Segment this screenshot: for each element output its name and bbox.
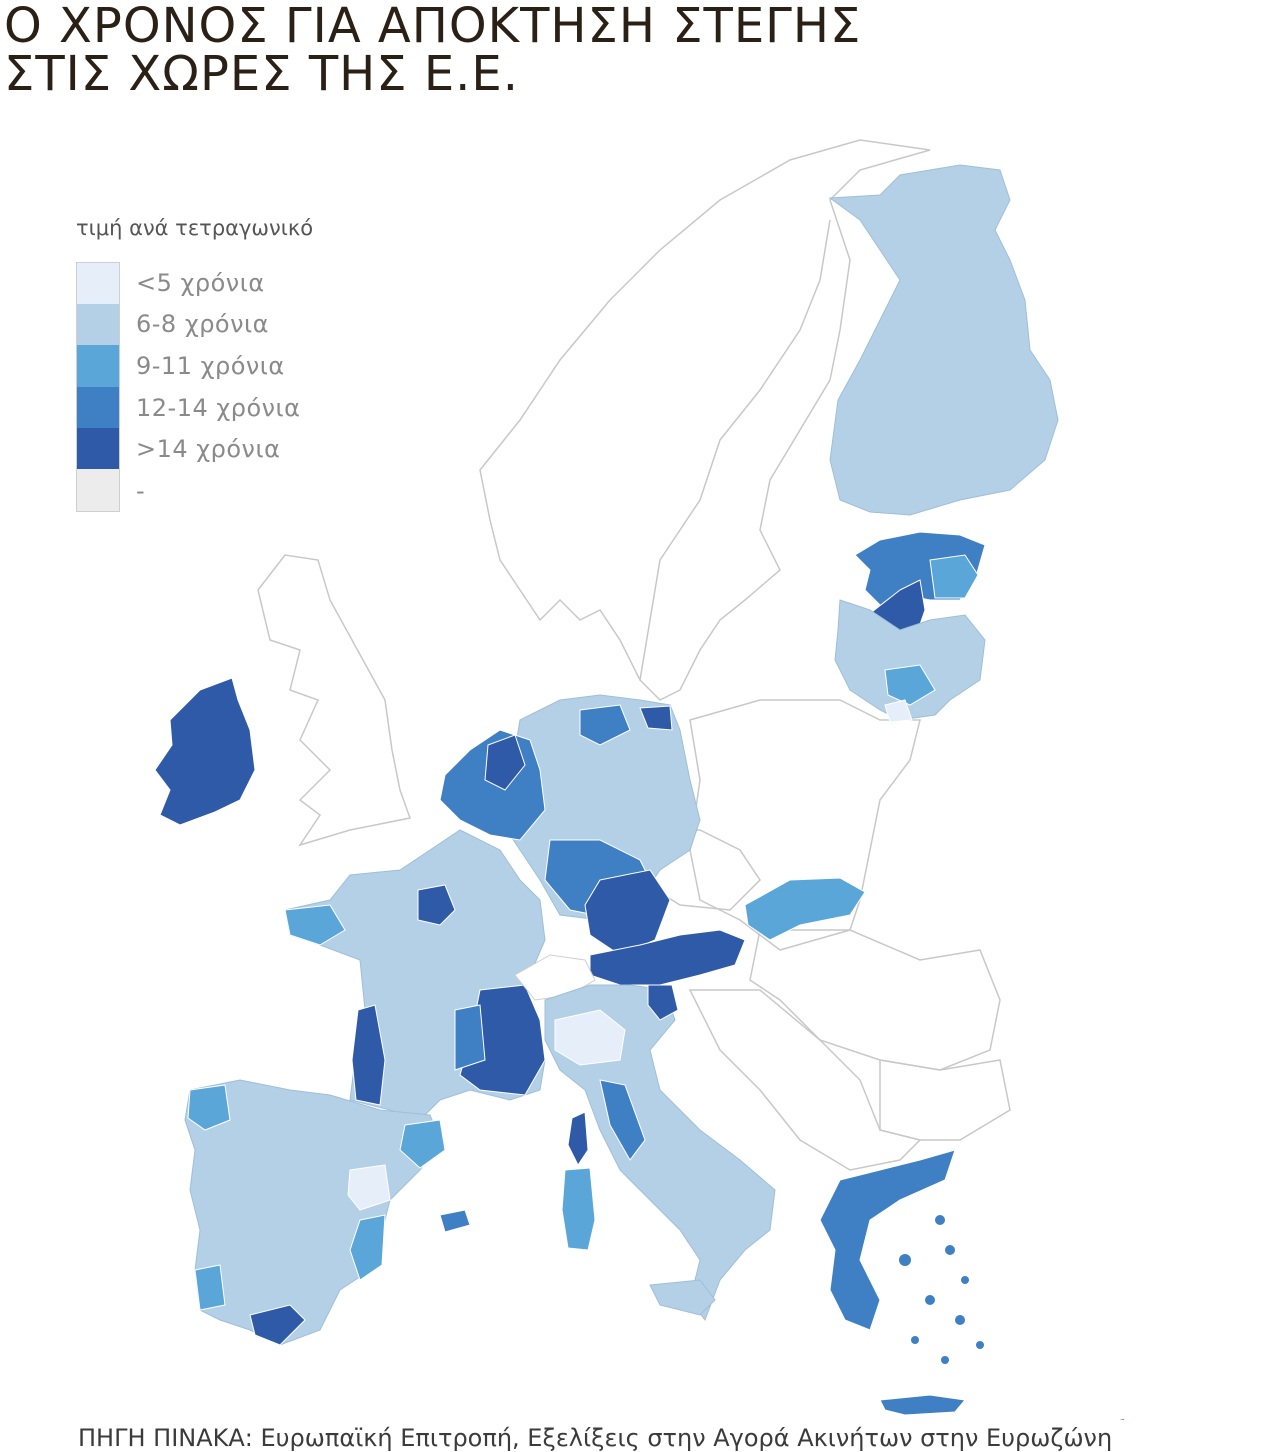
region-corsica bbox=[567, 1111, 589, 1166]
region-balearic bbox=[439, 1209, 471, 1233]
region-spain-northwest bbox=[187, 1084, 231, 1131]
greek-islands bbox=[899, 1215, 984, 1364]
region-italy-northeast bbox=[647, 984, 679, 1021]
region-spain-east-coast bbox=[349, 1214, 386, 1281]
legend-title: τιμή ανά τετραγωνικό bbox=[76, 216, 314, 240]
region-baltics-highlight bbox=[884, 664, 936, 706]
europe-map bbox=[154, 139, 1126, 1420]
region-baltics-south bbox=[834, 599, 986, 721]
region-sardinia bbox=[561, 1167, 596, 1251]
legend-swatch bbox=[76, 428, 120, 470]
region-andalusia-coast bbox=[249, 1304, 306, 1346]
page-title: Ο ΧΡΟΝΟΣ ΓΙΑ ΑΠΟΚΤΗΣΗ ΣΤΕΓΗΣ ΣΤΙΣ ΧΩΡΕΣ … bbox=[4, 2, 1204, 98]
region-iberia bbox=[184, 1079, 441, 1346]
source-note: ΠΗΓΗ ΠΙΝΑΚΑ: Ευρωπαϊκή Επιτροπή, Εξελίξε… bbox=[78, 1424, 1113, 1452]
region-catalonia bbox=[399, 1119, 446, 1169]
region-estonia-east bbox=[929, 554, 979, 599]
hungary-romania-outline bbox=[749, 929, 1001, 1071]
title-line-2: ΣΤΙΣ ΧΩΡΕΣ ΤΗΣ Ε.Ε. bbox=[4, 46, 519, 102]
legend-label: 6-8 χρόνια bbox=[136, 310, 269, 339]
legend-swatch bbox=[76, 261, 120, 305]
region-austria bbox=[589, 929, 746, 986]
map-legend: τιμή ανά τετραγωνικό <5 χρόνια 6-8 χρόνια… bbox=[76, 216, 376, 513]
legend-swatch bbox=[76, 469, 120, 513]
legend-items: <5 χρόνια 6-8 χρόνια 9-11 χρόνια 12-14 χρόν… bbox=[76, 261, 376, 513]
region-baltics-low bbox=[884, 699, 913, 723]
legend-swatch bbox=[76, 303, 120, 346]
region-greece bbox=[819, 1149, 956, 1331]
legend-swatch bbox=[76, 386, 120, 429]
region-italy-north-low bbox=[554, 1009, 626, 1066]
great-britain-outline bbox=[257, 554, 411, 847]
region-switzerland bbox=[514, 954, 596, 1001]
legend-label: <5 χρόνια bbox=[136, 268, 265, 297]
eastern-europe-outline bbox=[689, 699, 921, 951]
region-cyprus bbox=[1116, 1417, 1126, 1420]
region-italy-west-coast bbox=[599, 1079, 646, 1161]
legend-label: 9-11 χρόνια bbox=[136, 351, 285, 380]
legend-item: - bbox=[76, 469, 376, 513]
region-spain-low bbox=[347, 1164, 391, 1211]
legend-item: <5 χρόνια bbox=[76, 261, 376, 305]
region-sicily bbox=[649, 1279, 716, 1316]
legend-item: 12-14 χρόνια bbox=[76, 386, 376, 429]
region-crete bbox=[879, 1394, 966, 1416]
legend-item: 6-8 χρόνια bbox=[76, 303, 376, 346]
region-italy bbox=[544, 984, 776, 1322]
region-portugal-south bbox=[194, 1264, 226, 1311]
legend-item: >14 χρόνια bbox=[76, 428, 376, 470]
region-brittany bbox=[284, 904, 346, 946]
legend-label: >14 χρόνια bbox=[136, 435, 281, 464]
title-line-1: Ο ΧΡΟΝΟΣ ΓΙΑ ΑΠΟΚΤΗΣΗ ΣΤΕΓΗΣ bbox=[4, 0, 862, 54]
balkans-outline bbox=[688, 989, 922, 1171]
region-france-west-coast bbox=[351, 1004, 386, 1106]
legend-label: - bbox=[136, 476, 146, 505]
region-paris bbox=[417, 884, 456, 926]
norway-sweden-border bbox=[639, 219, 831, 681]
legend-swatch bbox=[76, 345, 120, 387]
scandinavia-outline bbox=[479, 139, 931, 701]
region-netherlands bbox=[484, 734, 526, 791]
region-germany-north-dark bbox=[579, 704, 631, 746]
region-germany-northeast bbox=[639, 705, 673, 731]
region-finland bbox=[828, 164, 1059, 516]
legend-label: 12-14 χρόνια bbox=[136, 393, 301, 422]
bulgaria-outline bbox=[879, 1059, 1011, 1141]
region-slovakia bbox=[744, 877, 866, 941]
region-france-alps bbox=[454, 1004, 486, 1071]
legend-item: 9-11 χρόνια bbox=[76, 345, 376, 387]
region-ireland bbox=[154, 677, 256, 826]
